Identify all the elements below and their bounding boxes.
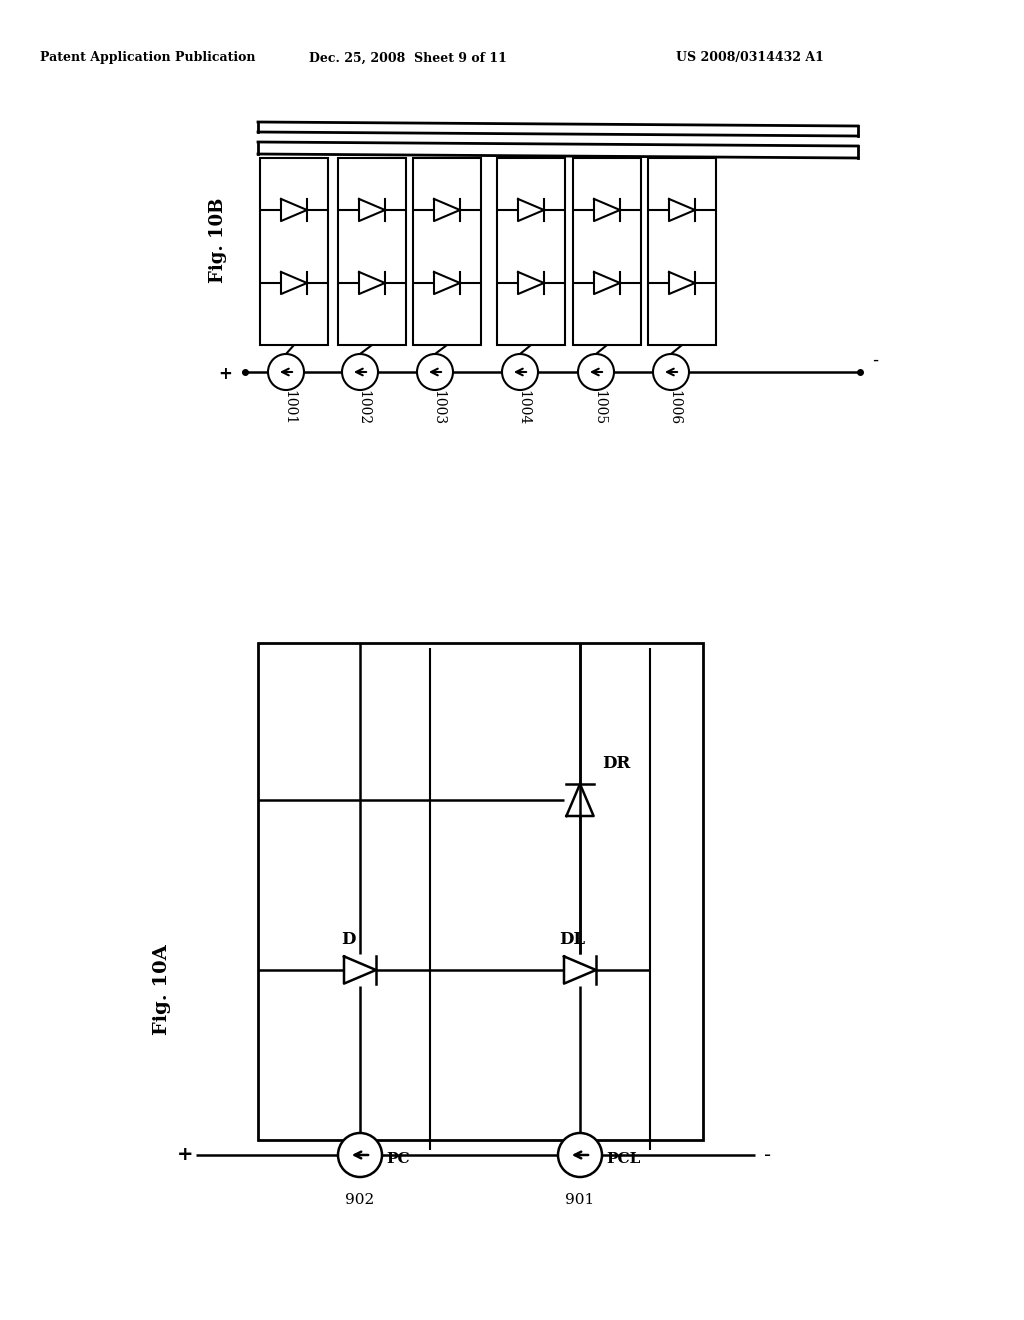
Circle shape [502,354,538,389]
Text: Fig. 10B: Fig. 10B [209,197,227,282]
Circle shape [558,1133,602,1177]
Text: +: + [218,366,232,383]
Circle shape [578,354,614,389]
Text: 1005: 1005 [592,389,606,425]
Text: DL: DL [559,931,585,948]
Circle shape [417,354,453,389]
Text: -: - [872,351,878,370]
Circle shape [653,354,689,389]
Text: US 2008/0314432 A1: US 2008/0314432 A1 [676,51,824,65]
Text: Fig. 10A: Fig. 10A [153,945,171,1035]
Text: 1002: 1002 [356,389,370,425]
Text: -: - [765,1146,771,1164]
Text: PC: PC [386,1152,410,1166]
Circle shape [338,1133,382,1177]
Bar [413,158,481,345]
Text: 1003: 1003 [431,389,445,425]
Text: 1004: 1004 [516,389,530,425]
Bar [648,158,716,345]
Circle shape [268,354,304,389]
Text: DR: DR [602,755,630,772]
Text: Patent Application Publication: Patent Application Publication [40,51,256,65]
Text: 1001: 1001 [282,389,296,425]
Bar [260,158,328,345]
Text: 902: 902 [345,1193,375,1206]
Text: 1006: 1006 [667,389,681,425]
Text: Dec. 25, 2008  Sheet 9 of 11: Dec. 25, 2008 Sheet 9 of 11 [309,51,507,65]
Bar [573,158,641,345]
Text: D: D [341,931,355,948]
Bar [258,643,703,1140]
Bar [338,158,406,345]
Text: +: + [177,1146,194,1164]
Text: 901: 901 [565,1193,595,1206]
Bar [497,158,565,345]
Text: PCL: PCL [606,1152,640,1166]
Circle shape [342,354,378,389]
